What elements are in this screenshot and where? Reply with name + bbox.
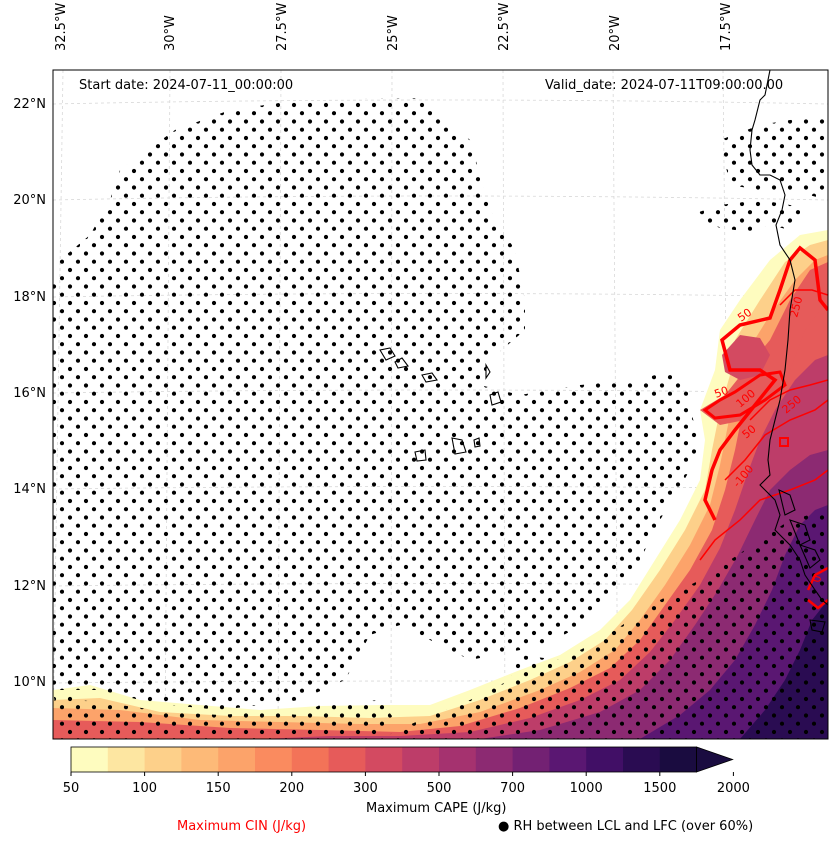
longitude-label-text: 20°W [608,15,623,51]
colorbar-segment [475,747,514,772]
colorbar-segment [107,747,146,772]
colorbar-tick-label: 500 [426,781,452,796]
colorbar-segment [659,747,698,772]
colorbar-title: Maximum CAPE (J/kg) [366,801,507,816]
cin-legend-label: Maximum CIN (J/kg) [177,819,307,834]
colorbar-segment [328,747,366,772]
longitude-label-text: 32.5°W [54,2,69,51]
start-date-label: Start date: 2024-07-11_00:00:00 [79,78,294,93]
latitude-label: 12°N [13,579,46,594]
latitude-label: 10°N [13,675,46,690]
coastlines [379,70,828,633]
longitude-label: 25°W [386,0,406,66]
colorbar-tick-label: 150 [205,781,231,796]
latitude-label: 14°N [13,482,46,497]
longitude-label-text: 27.5°W [275,2,290,51]
colorbar-tick-label: 100 [132,781,158,796]
latitude-label: 20°N [13,193,46,208]
valid-date-label: Valid_date: 2024-07-11T09:00:00.00 [545,78,784,93]
cin-contours [699,245,828,610]
colorbar-extend-arrow [696,746,734,773]
map-border [52,69,829,740]
colorbar-outline [70,746,697,773]
colorbar-tick-label: 700 [500,781,526,796]
colorbar-tick-label: 2000 [716,781,750,796]
colorbar-segment [218,747,256,772]
colorbar-tick-label: 1000 [569,781,603,796]
longitude-label-text: 25°W [386,15,401,51]
colorbar-segment [549,747,587,772]
rh-dot-icon: ● [498,819,510,834]
colorbar-segment [291,747,330,772]
longitude-label: 20°W [608,0,628,66]
longitude-label: 32.5°W [54,0,74,66]
latitude-label: 18°N [13,290,46,305]
colorbar-segment [512,747,550,772]
colorbar-segment [402,747,440,772]
longitude-label-text: 30°W [163,15,178,51]
rh-legend: ● RH between LCL and LFC (over 60%) [498,819,753,834]
colorbar-tick-label: 50 [62,781,80,796]
longitude-label: 22.5°W [497,0,517,66]
contour-label: 50 [713,384,731,401]
longitude-label-text: 17.5°W [719,2,734,51]
latitude-label: 22°N [13,97,46,112]
colorbar-segment [623,747,661,772]
longitude-label-text: 22.5°W [497,2,512,51]
colorbar-segment [586,747,624,772]
colorbar-tick-label: 200 [279,781,305,796]
colorbar [70,746,734,776]
colorbar-segment [439,747,477,772]
latitude-label: 16°N [13,386,46,401]
rh-legend-label: RH between LCL and LFC (over 60%) [513,819,754,834]
colorbar-tick-label: 300 [352,781,378,796]
colorbar-segment [71,747,109,772]
longitude-label: 17.5°W [719,0,739,66]
colorbar-segment [181,747,219,772]
colorbar-segment [255,747,293,772]
colorbar-segment [144,747,182,772]
contour-label: 0 [810,574,824,583]
longitude-label: 30°W [163,0,183,66]
colorbar-segment [365,747,403,772]
longitude-label: 27.5°W [275,0,295,66]
colorbar-tick-label: 1500 [643,781,677,796]
